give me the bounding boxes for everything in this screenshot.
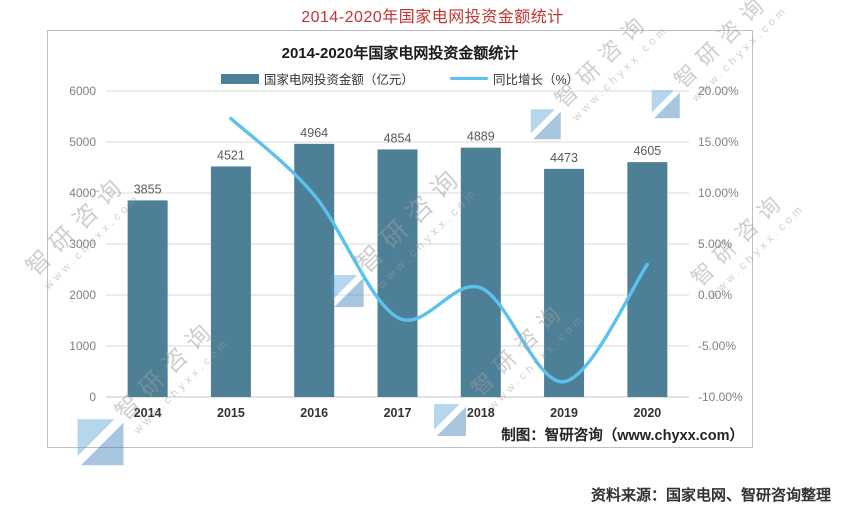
legend-label-investment: 国家电网投资金额（亿元） bbox=[263, 73, 414, 87]
y-right-tick: -10.00% bbox=[698, 390, 743, 404]
bar-2017 bbox=[377, 149, 418, 397]
chart-credit: 制图：智研咨询（www.chyxx.com） bbox=[501, 428, 744, 444]
x-category-label: 2020 bbox=[633, 406, 661, 420]
bar-value-label: 4964 bbox=[300, 126, 328, 140]
legend-label-growth: 同比增长（%） bbox=[492, 73, 580, 87]
legend-item-growth: 同比增长（%） bbox=[449, 69, 580, 88]
y-left-tick: 5000 bbox=[69, 135, 96, 149]
bar-value-label: 4889 bbox=[467, 130, 495, 144]
bar-2019 bbox=[544, 168, 585, 397]
growth-line bbox=[229, 116, 650, 384]
bar-2015 bbox=[210, 166, 251, 397]
chart-frame: 0 1000 2000 3000 4000 5000 6000 -10.00% -5.00% 0.… bbox=[47, 30, 753, 448]
bar-value-label: 4521 bbox=[217, 148, 245, 162]
x-category-label: 2019 bbox=[550, 406, 578, 420]
x-category-label: 2016 bbox=[300, 406, 328, 420]
y-left-tick: 3000 bbox=[69, 237, 96, 251]
x-category-label: 2014 bbox=[134, 406, 162, 420]
y-left-tick: 1000 bbox=[69, 339, 96, 353]
line-swatch-icon bbox=[449, 76, 488, 81]
chart-plot: 0 1000 2000 3000 4000 5000 6000 -10.00% -5.00% 0.… bbox=[69, 84, 743, 420]
x-category-label: 2017 bbox=[384, 406, 412, 420]
bar-value-label: 3855 bbox=[134, 182, 162, 196]
page-title: 2014-2020年国家电网投资金额统计 bbox=[301, 9, 564, 26]
bar-2014 bbox=[127, 200, 168, 397]
y-left-tick: 6000 bbox=[69, 84, 96, 98]
legend-item-investment: 国家电网投资金额（亿元） bbox=[220, 69, 414, 88]
source-note: 资料来源：国家电网、智研咨询整理 bbox=[590, 487, 831, 504]
bar-swatch-icon bbox=[220, 73, 259, 84]
y-right-tick: 20.00% bbox=[698, 84, 739, 98]
chart-inner-title: 2014-2020年国家电网投资金额统计 bbox=[281, 45, 519, 62]
y-right-tick: 10.00% bbox=[698, 186, 739, 200]
y-right-tick: -5.00% bbox=[698, 339, 736, 353]
bar-value-label: 4605 bbox=[633, 144, 661, 158]
y-right-tick: 5.00% bbox=[698, 237, 732, 251]
y-right-tick: 15.00% bbox=[698, 135, 739, 149]
x-category-label: 2018 bbox=[467, 406, 495, 420]
y-left-tick: 2000 bbox=[69, 288, 96, 302]
x-category-label: 2015 bbox=[217, 406, 245, 420]
bar-2016 bbox=[294, 143, 335, 397]
bar-2018 bbox=[460, 147, 501, 397]
bar-2020 bbox=[627, 162, 668, 397]
bar-value-label: 4854 bbox=[384, 131, 412, 145]
chart-legend: 国家电网投资金额（亿元） 同比增长（%） bbox=[48, 69, 752, 88]
y-left-tick: 4000 bbox=[69, 186, 96, 200]
y-left-tick: 0 bbox=[89, 390, 96, 404]
y-right-tick: 0.00% bbox=[698, 288, 732, 302]
bar-value-label: 4473 bbox=[550, 151, 578, 165]
